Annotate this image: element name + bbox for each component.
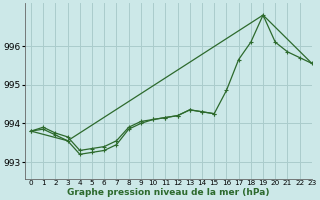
X-axis label: Graphe pression niveau de la mer (hPa): Graphe pression niveau de la mer (hPa) [67,188,270,197]
